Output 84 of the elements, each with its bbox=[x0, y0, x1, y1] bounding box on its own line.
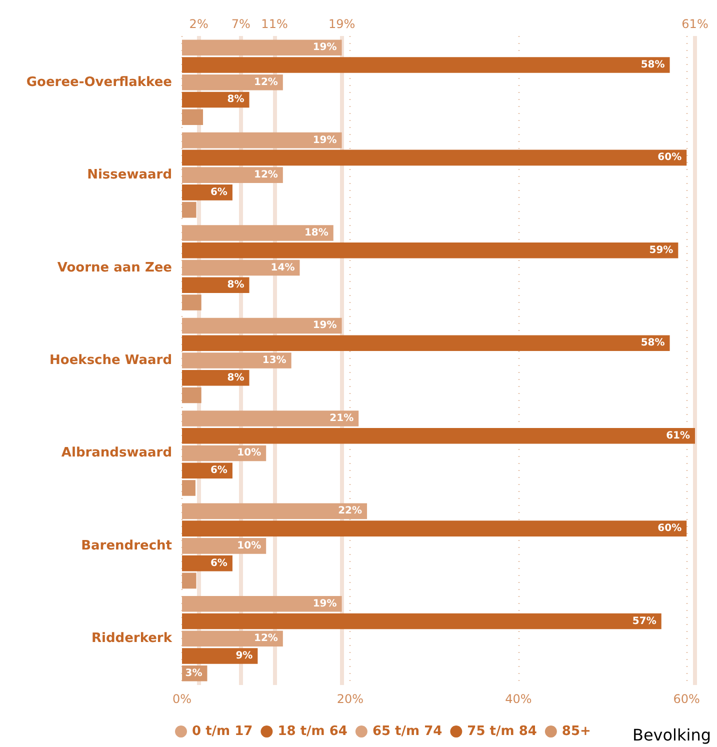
data-label: 8% bbox=[227, 280, 244, 291]
ref-line-label: 19% bbox=[328, 17, 356, 31]
legend-label: 65 t/m 74 bbox=[372, 724, 442, 739]
bar bbox=[182, 260, 300, 276]
data-label: 8% bbox=[227, 372, 244, 384]
x-tick-label: 60% bbox=[673, 692, 700, 706]
y-tick-label: Goeree-Overflakkee bbox=[26, 74, 172, 90]
data-label: 18% bbox=[304, 228, 328, 239]
data-label: 6% bbox=[210, 186, 228, 198]
bar bbox=[182, 648, 258, 664]
x-tick-label: 0% bbox=[172, 692, 192, 706]
data-label: 57% bbox=[632, 616, 656, 627]
data-label: 9% bbox=[236, 650, 253, 662]
bar bbox=[182, 277, 250, 294]
bar bbox=[182, 225, 334, 241]
bar bbox=[182, 370, 250, 386]
bar bbox=[182, 503, 368, 520]
data-label: 12% bbox=[254, 76, 278, 88]
bar bbox=[182, 74, 283, 90]
data-label: 19% bbox=[312, 598, 337, 610]
bar bbox=[182, 57, 670, 73]
data-label: 59% bbox=[649, 244, 674, 256]
bar bbox=[182, 538, 266, 554]
bar bbox=[182, 92, 250, 108]
data-label: 60% bbox=[658, 152, 682, 164]
ref-line-label: 11% bbox=[261, 17, 288, 31]
bar bbox=[182, 572, 196, 589]
bar bbox=[182, 520, 687, 536]
bar bbox=[182, 387, 202, 404]
x-tick-label: 20% bbox=[336, 692, 364, 706]
text: Bevolking bbox=[632, 726, 711, 744]
legend-label: 85+ bbox=[562, 724, 591, 739]
data-label: 19% bbox=[312, 134, 337, 146]
data-label: 12% bbox=[254, 633, 278, 644]
data-label: 6% bbox=[210, 465, 228, 476]
data-label: 21% bbox=[330, 412, 354, 424]
y-tick-label: Nissewaard bbox=[87, 168, 172, 183]
data-label: 3% bbox=[185, 668, 202, 679]
legend-label: 0 t/m 17 bbox=[192, 724, 253, 739]
data-label: 19% bbox=[312, 320, 337, 332]
data-label: 8% bbox=[227, 94, 244, 106]
data-label: 61% bbox=[666, 430, 690, 442]
data-label: 58% bbox=[640, 59, 665, 70]
bar bbox=[182, 318, 342, 334]
y-tick-label: Albrandswaard bbox=[61, 446, 172, 461]
bar bbox=[182, 613, 662, 630]
bar bbox=[182, 132, 342, 148]
data-label: 14% bbox=[270, 262, 295, 274]
bar bbox=[182, 40, 342, 56]
bar bbox=[182, 445, 266, 462]
data-label: 13% bbox=[262, 355, 286, 366]
data-label: 10% bbox=[237, 448, 262, 459]
y-tick-label: Barendrecht bbox=[81, 538, 172, 554]
data-label: 12% bbox=[254, 170, 278, 181]
bar bbox=[182, 352, 292, 368]
bar bbox=[182, 294, 202, 310]
data-label: 19% bbox=[312, 42, 337, 54]
bar bbox=[182, 630, 283, 647]
legend-label: 75 t/m 84 bbox=[467, 724, 537, 739]
data-label: 6% bbox=[210, 558, 228, 569]
bar bbox=[182, 242, 678, 258]
y-tick-label: Voorne aan Zee bbox=[57, 260, 172, 276]
bar bbox=[182, 109, 204, 126]
bar bbox=[182, 462, 232, 478]
ref-line-label: 7% bbox=[231, 17, 250, 31]
bar bbox=[182, 150, 687, 166]
bar bbox=[182, 410, 359, 426]
data-label: 60% bbox=[658, 523, 682, 534]
legend-label: 18 t/m 64 bbox=[278, 724, 348, 739]
bar bbox=[182, 428, 695, 444]
bar bbox=[182, 335, 670, 352]
ref-line-label: 61% bbox=[682, 17, 708, 31]
ref-line-label: 2% bbox=[189, 17, 208, 31]
bar bbox=[182, 596, 342, 612]
bar bbox=[182, 167, 283, 183]
data-label: 22% bbox=[338, 506, 362, 517]
data-label: 58% bbox=[640, 338, 665, 349]
y-tick-label: Ridderkerk bbox=[92, 631, 172, 646]
x-tick-label: 40% bbox=[505, 692, 532, 706]
data-label: 10% bbox=[237, 540, 262, 552]
bar bbox=[182, 202, 196, 218]
bar bbox=[182, 184, 232, 200]
bar bbox=[182, 480, 196, 496]
y-tick-label: Hoeksche Waard bbox=[50, 353, 172, 368]
